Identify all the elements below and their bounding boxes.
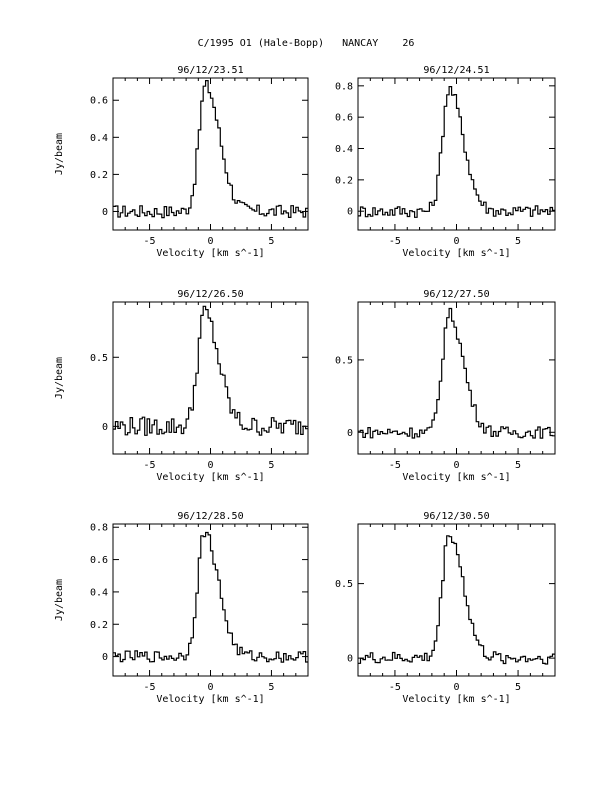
y-tick-label: 0.6 — [90, 555, 108, 566]
y-tick-label: 0.8 — [335, 81, 353, 92]
x-tick-label: 0 — [207, 460, 213, 471]
x-tick-label: -5 — [389, 236, 401, 247]
x-tick-label: 5 — [515, 236, 521, 247]
y-tick-label: 0.4 — [90, 133, 108, 144]
x-tick-label: -5 — [389, 460, 401, 471]
plot-frame — [112, 301, 309, 455]
x-axis-label: Velocity [km s^-1] — [402, 472, 510, 483]
y-tick-label: 0.2 — [335, 175, 353, 186]
spectrum-line — [358, 535, 555, 665]
x-axis-label: Velocity [km s^-1] — [156, 472, 264, 483]
y-axis-label: Jy/beam — [54, 579, 65, 621]
spectrum-line — [358, 307, 555, 439]
panel-title: 96/12/27.50 — [423, 289, 489, 300]
panel-title: 96/12/30.50 — [423, 511, 489, 522]
panel-title: 96/12/23.51 — [177, 65, 243, 76]
x-axis-label: Velocity [km s^-1] — [402, 248, 510, 259]
y-tick-label: 0.4 — [90, 587, 108, 598]
y-tick-label: 0.5 — [335, 579, 353, 590]
y-axis-label: Jy/beam — [54, 357, 65, 399]
x-tick-label: -5 — [144, 236, 156, 247]
x-tick-label: 5 — [515, 460, 521, 471]
panel-title: 96/12/28.50 — [177, 511, 243, 522]
spectrum-line — [113, 531, 308, 663]
x-tick-label: 0 — [207, 682, 213, 693]
y-tick-label: 0.2 — [90, 620, 108, 631]
x-tick-label: 0 — [453, 460, 459, 471]
x-axis-label: Velocity [km s^-1] — [156, 248, 264, 259]
spectrum-panel-5: -5 0 5 0 0.2 0.4 0.6 0.8 96/12/28.50 Velocity [km… — [54, 511, 309, 705]
y-tick-label: 0 — [347, 207, 353, 218]
x-tick-label: 5 — [268, 460, 274, 471]
x-tick-label: 0 — [207, 236, 213, 247]
figure-title: C/1995 O1 (Hale-Bopp) NANCAY 26 — [197, 38, 415, 49]
spectrum-panel-3: -5 0 5 0 0.5 96/12/26.50 Velocity [km s^-1] Jy/… — [54, 289, 309, 483]
x-tick-label: -5 — [144, 682, 156, 693]
y-tick-label: 0.8 — [90, 523, 108, 534]
spectrum-panel-6: -5 0 5 0 0.5 96/12/30.50 Velocity [km s^-1] — [335, 511, 556, 705]
x-tick-label: 0 — [453, 682, 459, 693]
y-tick-label: 0.5 — [90, 353, 108, 364]
panel-title: 96/12/24.51 — [423, 65, 489, 76]
y-tick-label: 0.6 — [90, 96, 108, 107]
x-axis-label: Velocity [km s^-1] — [402, 694, 510, 705]
y-tick-label: 0 — [347, 428, 353, 439]
x-tick-label: -5 — [389, 682, 401, 693]
y-tick-label: 0 — [102, 652, 108, 663]
spectrum-panel-1: -5 0 5 0 0.2 0.4 0.6 96/12/23.51 Velocity [km s^… — [54, 65, 309, 259]
x-tick-label: -5 — [144, 460, 156, 471]
y-tick-label: 0 — [102, 422, 108, 433]
y-tick-label: 0 — [102, 207, 108, 218]
y-tick-label: 0.5 — [335, 355, 353, 366]
y-tick-label: 0 — [347, 654, 353, 665]
x-tick-label: 0 — [453, 236, 459, 247]
x-axis-label: Velocity [km s^-1] — [156, 694, 264, 705]
x-tick-label: 5 — [268, 682, 274, 693]
panel-title: 96/12/26.50 — [177, 289, 243, 300]
y-tick-label: 0.6 — [335, 113, 353, 124]
x-tick-label: 5 — [268, 236, 274, 247]
spectrum-panel-4: -5 0 5 0 0.5 96/12/27.50 Velocity [km s^-1] — [335, 289, 556, 483]
spectrum-line — [113, 305, 308, 436]
y-tick-label: 0.2 — [90, 170, 108, 181]
spectrum-line — [358, 86, 555, 218]
spectrum-line — [113, 80, 308, 219]
y-axis-label: Jy/beam — [54, 133, 65, 175]
y-tick-label: 0.4 — [335, 144, 353, 155]
x-tick-label: 5 — [515, 682, 521, 693]
spectrum-panel-2: -5 0 5 0 0.2 0.4 0.6 0.8 96/12/24.51 Velocity [km… — [335, 65, 556, 259]
